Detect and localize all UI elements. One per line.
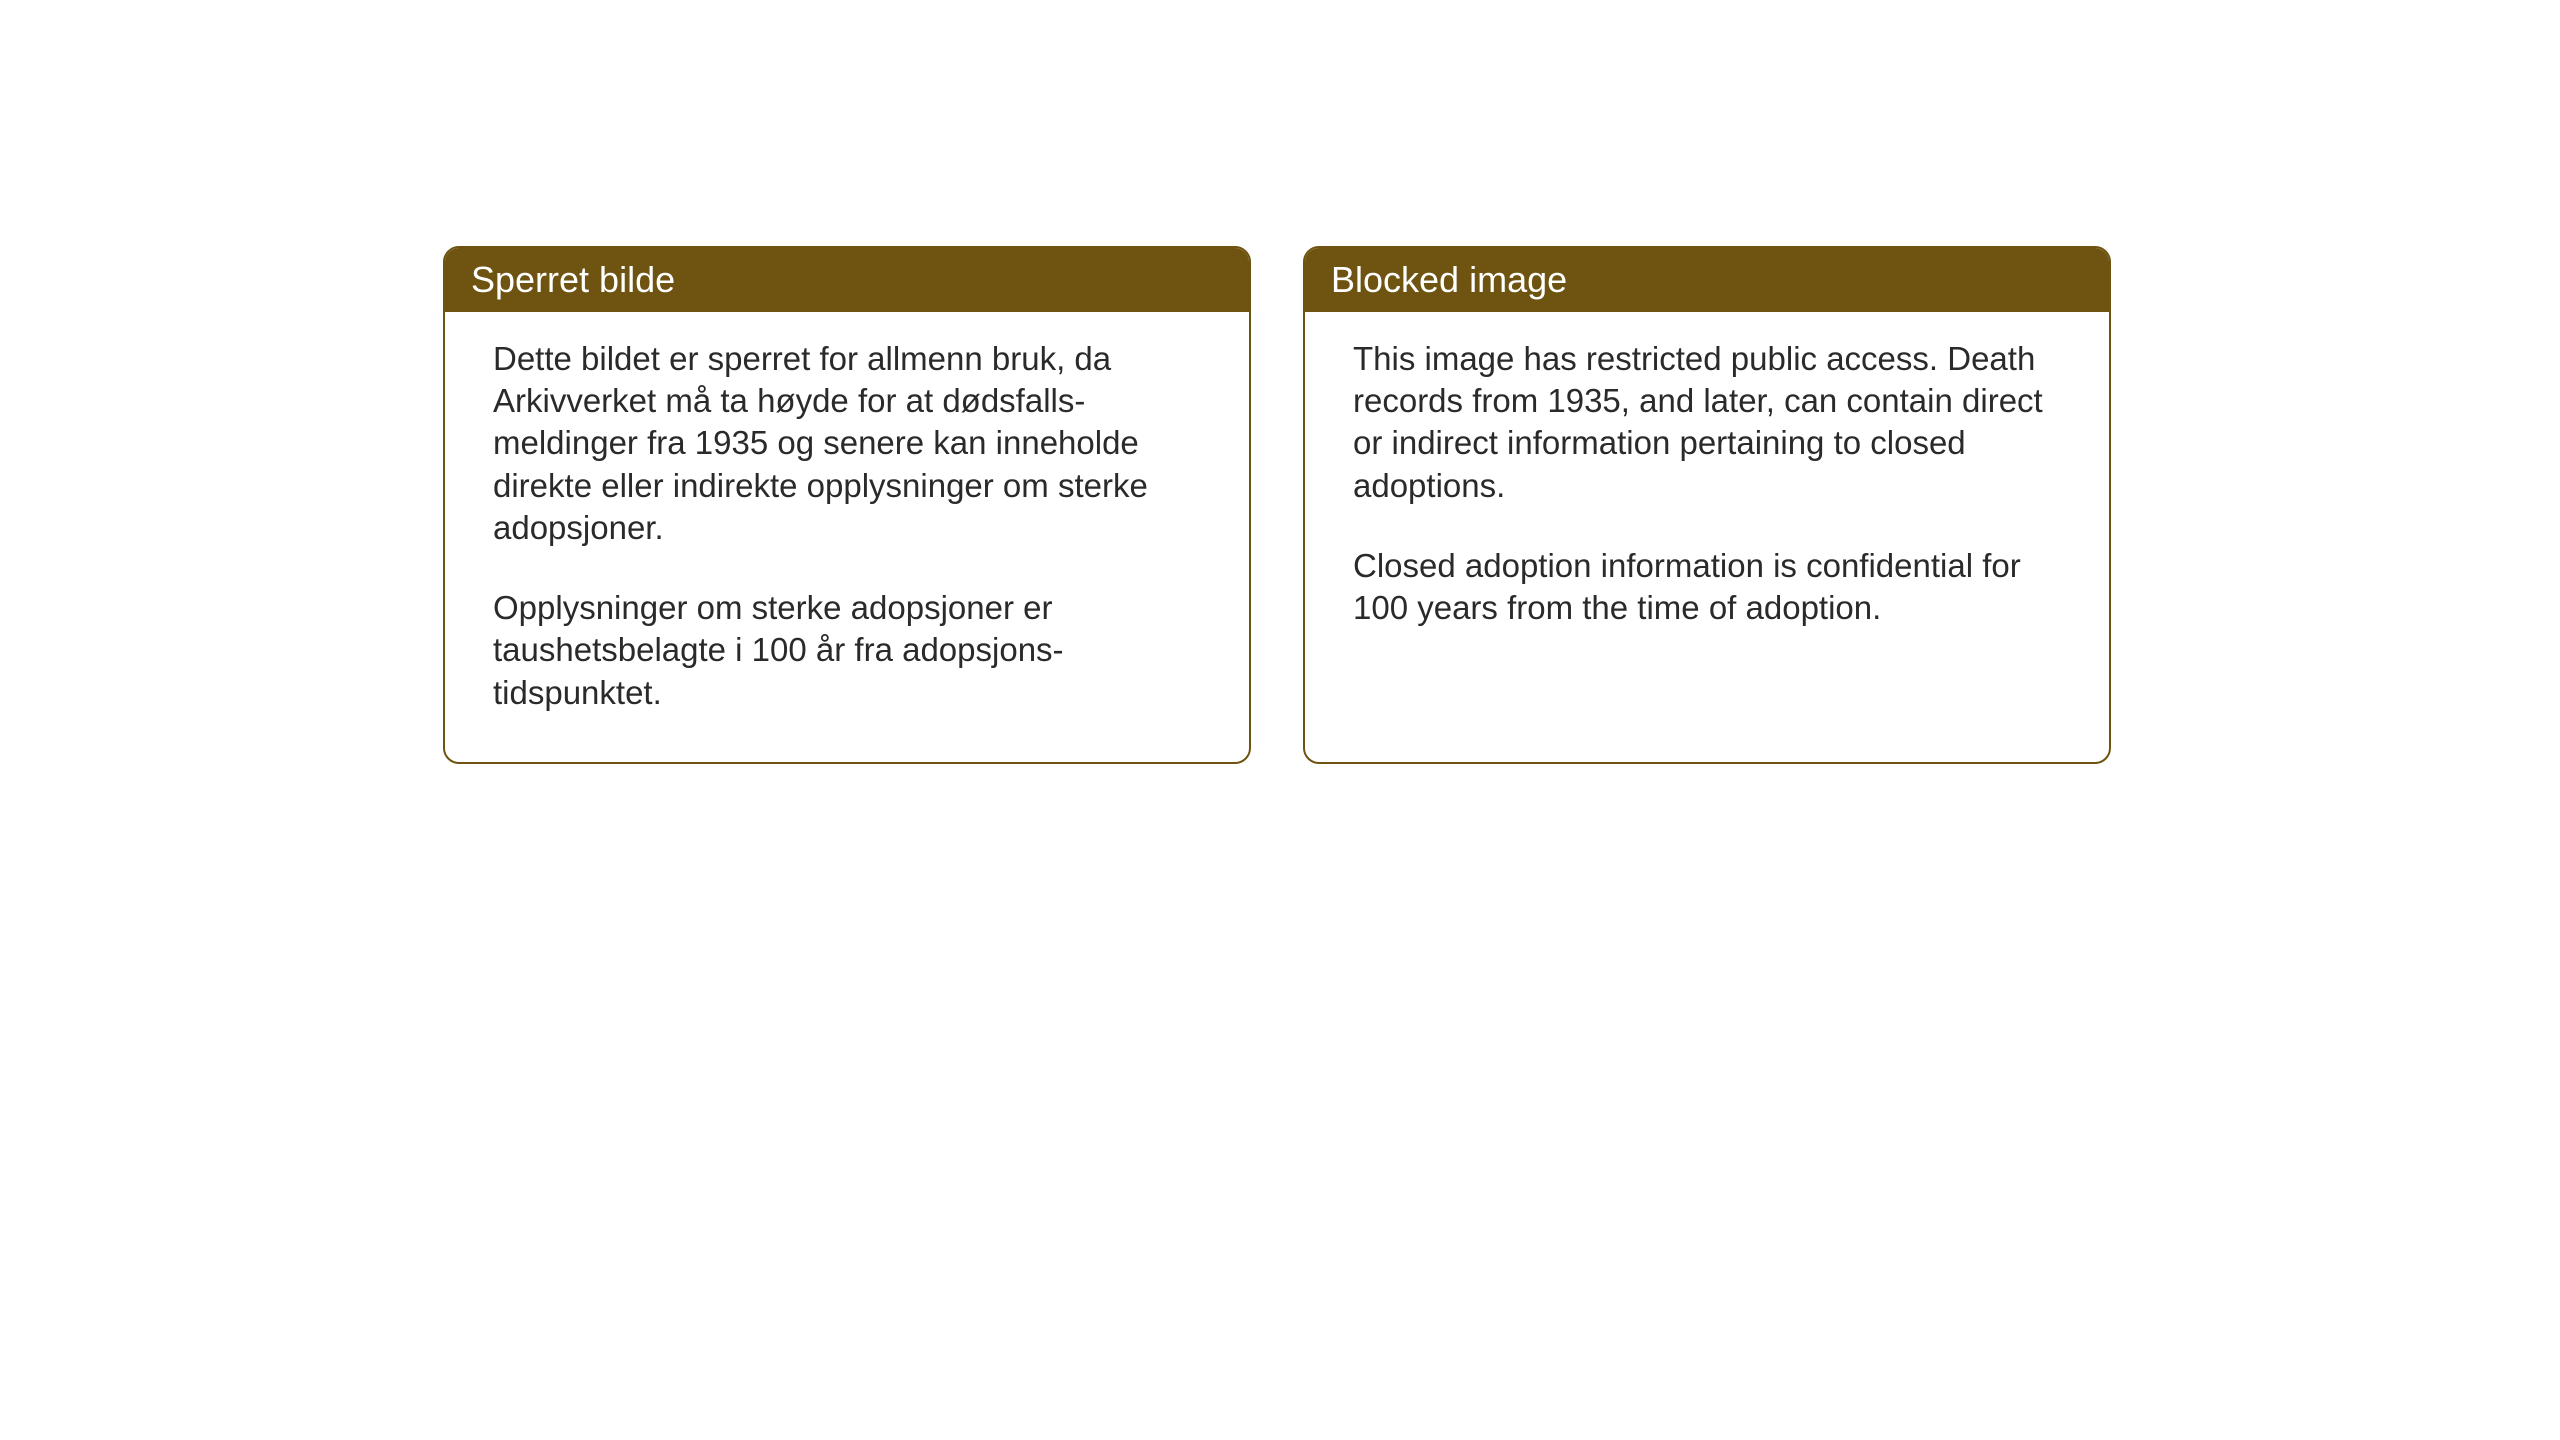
notice-body-english: This image has restricted public access.… bbox=[1305, 312, 2109, 752]
notice-text-norwegian-p2: Opplysninger om sterke adopsjoner er tau… bbox=[493, 587, 1201, 714]
notice-card-english: Blocked image This image has restricted … bbox=[1303, 246, 2111, 764]
notice-body-norwegian: Dette bildet er sperret for allmenn bruk… bbox=[445, 312, 1249, 762]
notice-text-english-p1: This image has restricted public access.… bbox=[1353, 338, 2061, 507]
notice-header-english: Blocked image bbox=[1305, 248, 2109, 312]
notice-text-english-p2: Closed adoption information is confident… bbox=[1353, 545, 2061, 629]
notice-card-norwegian: Sperret bilde Dette bildet er sperret fo… bbox=[443, 246, 1251, 764]
notice-container: Sperret bilde Dette bildet er sperret fo… bbox=[443, 246, 2111, 764]
notice-text-norwegian-p1: Dette bildet er sperret for allmenn bruk… bbox=[493, 338, 1201, 549]
notice-header-norwegian: Sperret bilde bbox=[445, 248, 1249, 312]
